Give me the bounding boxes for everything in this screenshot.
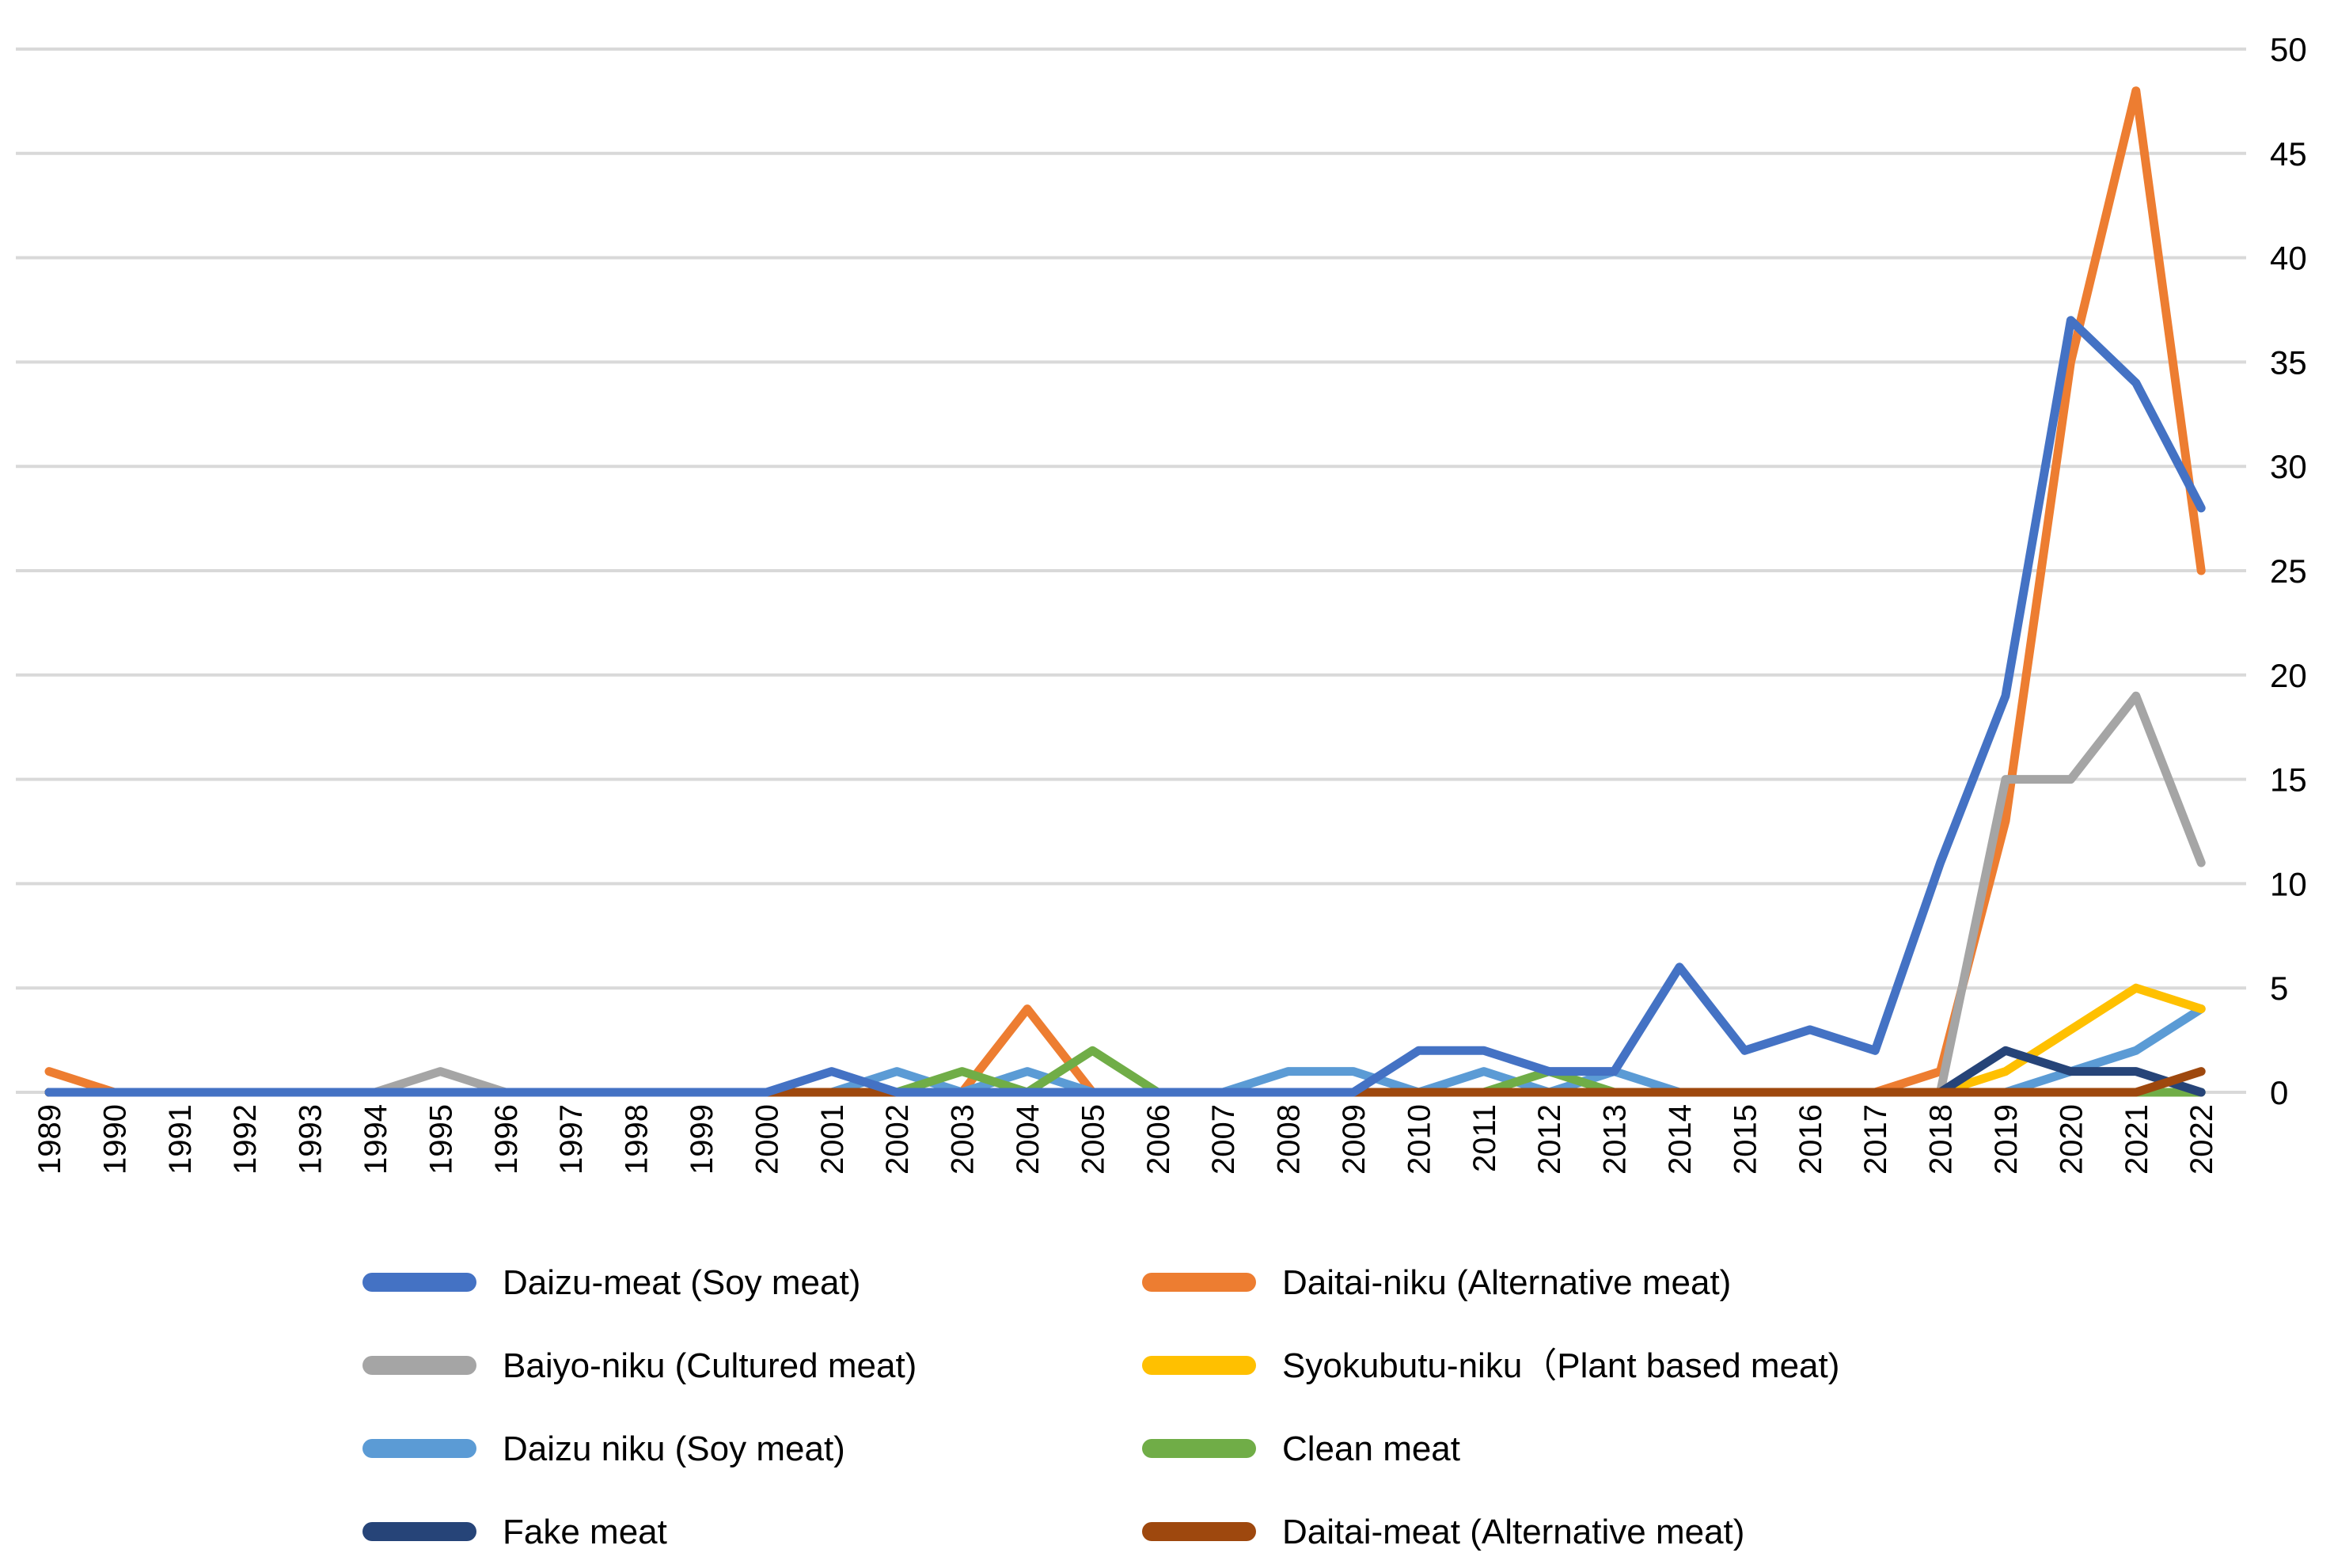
legend-label: Daizu-meat (Soy meat) [503, 1263, 860, 1302]
x-tick-label: 1991 [163, 1104, 198, 1175]
y-tick-label: 35 [2270, 344, 2307, 381]
legend-label: Daizu niku (Soy meat) [503, 1429, 845, 1468]
y-tick-label: 5 [2270, 970, 2288, 1007]
legend-label: Syokubutu-niku（Plant based meat) [1282, 1346, 1839, 1385]
x-axis: 1989 1990 1991 1992 1993 1994 1995 1996 1997 1998… [32, 1104, 2219, 1175]
x-tick-label: 2012 [1532, 1104, 1567, 1175]
x-tick-label: 2004 [1011, 1104, 1046, 1175]
legend-label: Baiyo-niku (Cultured meat) [503, 1346, 917, 1385]
series-line-daizu-meat-soy-meat [44, 316, 2206, 1097]
x-tick-label: 1993 [294, 1104, 328, 1175]
x-tick-label: 2018 [1924, 1104, 1959, 1175]
y-tick-label: 15 [2270, 761, 2307, 799]
series-line-daitai-niku-alternative-meat [44, 86, 2206, 1097]
x-tick-label: 1995 [423, 1104, 458, 1175]
y-tick-label: 25 [2270, 552, 2307, 590]
x-tick-label: 2005 [1076, 1104, 1110, 1175]
x-tick-label: 2021 [2120, 1104, 2154, 1175]
x-tick-label: 1999 [685, 1104, 719, 1175]
x-tick-label: 2008 [1272, 1104, 1307, 1175]
x-tick-label: 2014 [1663, 1104, 1698, 1175]
y-tick-label: 30 [2270, 448, 2307, 485]
x-tick-label: 2020 [2054, 1104, 2089, 1175]
x-tick-label: 2015 [1728, 1104, 1763, 1175]
y-tick-label: 10 [2270, 865, 2307, 902]
legend-label: Daitai-niku (Alternative meat) [1282, 1263, 1731, 1302]
legend-label: Fake meat [503, 1513, 667, 1551]
x-tick-label: 2001 [815, 1104, 850, 1175]
x-tick-label: 2011 [1467, 1104, 1502, 1172]
x-tick-label: 1996 [489, 1104, 524, 1175]
x-tick-label: 2019 [1989, 1104, 2024, 1175]
x-tick-label: 1990 [97, 1104, 132, 1175]
x-tick-label: 2006 [1141, 1104, 1176, 1175]
legend-label: Daitai-meat (Alternative meat) [1282, 1513, 1744, 1551]
x-tick-label: 2013 [1598, 1104, 1633, 1175]
x-tick-label: 2007 [1206, 1104, 1241, 1175]
x-tick-label: 2009 [1337, 1104, 1372, 1175]
x-tick-label: 1998 [620, 1104, 655, 1175]
y-tick-label: 50 [2270, 31, 2307, 68]
gridlines [16, 47, 2246, 1094]
x-tick-label: 1997 [554, 1104, 589, 1175]
x-tick-label: 1994 [359, 1104, 393, 1175]
y-tick-label: 40 [2270, 240, 2307, 277]
series-line-clean-meat [44, 1046, 2206, 1097]
y-axis: 0 5 10 15 20 25 30 35 40 45 50 [2270, 31, 2307, 1111]
x-tick-label: 2000 [750, 1104, 784, 1175]
series-lines [44, 86, 2206, 1097]
x-tick-label: 2017 [1858, 1104, 1893, 1175]
y-tick-label: 20 [2270, 657, 2307, 694]
legend-label: Clean meat [1282, 1429, 1460, 1468]
y-tick-label: 0 [2270, 1074, 2288, 1111]
x-tick-label: 2010 [1402, 1104, 1436, 1175]
x-tick-label: 2002 [880, 1104, 915, 1175]
x-tick-label: 2003 [946, 1104, 981, 1175]
x-tick-label: 1992 [228, 1104, 263, 1175]
legend: Daizu-meat (Soy meat) Baiyo-niku (Culture… [362, 1263, 1839, 1551]
x-tick-label: 2022 [2184, 1104, 2219, 1175]
x-tick-label: 1989 [32, 1104, 67, 1175]
y-tick-label: 45 [2270, 135, 2307, 173]
x-tick-label: 2016 [1793, 1104, 1828, 1175]
